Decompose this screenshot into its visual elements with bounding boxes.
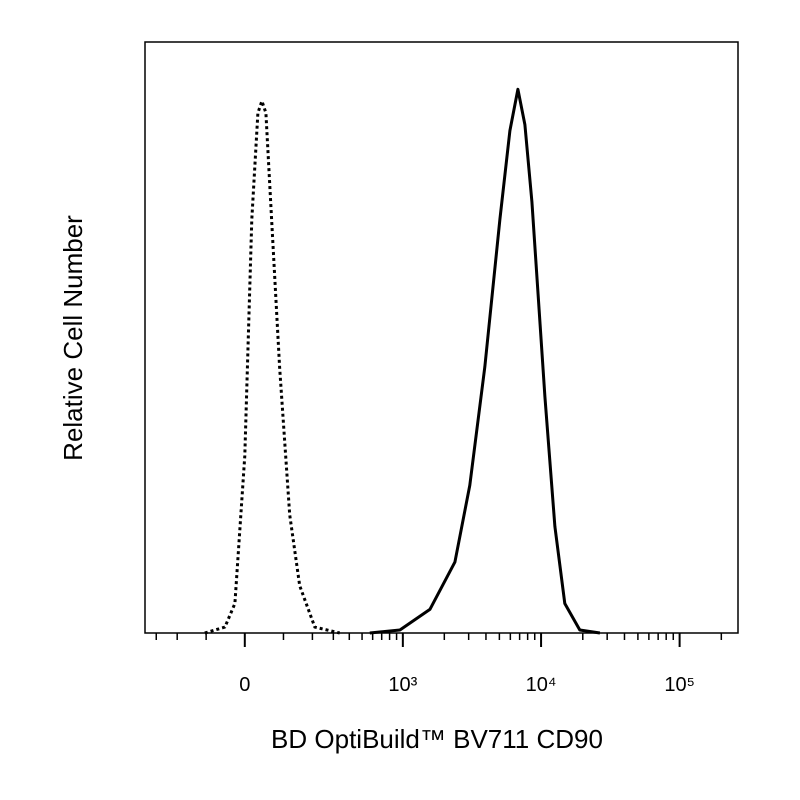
x-tick-label: 10⁴ bbox=[526, 674, 557, 696]
plot-frame bbox=[144, 41, 739, 634]
x-tick-label: 0 bbox=[239, 674, 250, 696]
x-tick-label: 10⁵ bbox=[664, 674, 695, 696]
y-axis-label: Relative Cell Number bbox=[58, 215, 88, 461]
x-tick-label: 10³ bbox=[388, 674, 417, 696]
histogram-line bbox=[369, 87, 601, 635]
x-axis-label: BD OptiBuild™ BV711 CD90 bbox=[271, 724, 603, 754]
histogram-line bbox=[204, 99, 341, 635]
